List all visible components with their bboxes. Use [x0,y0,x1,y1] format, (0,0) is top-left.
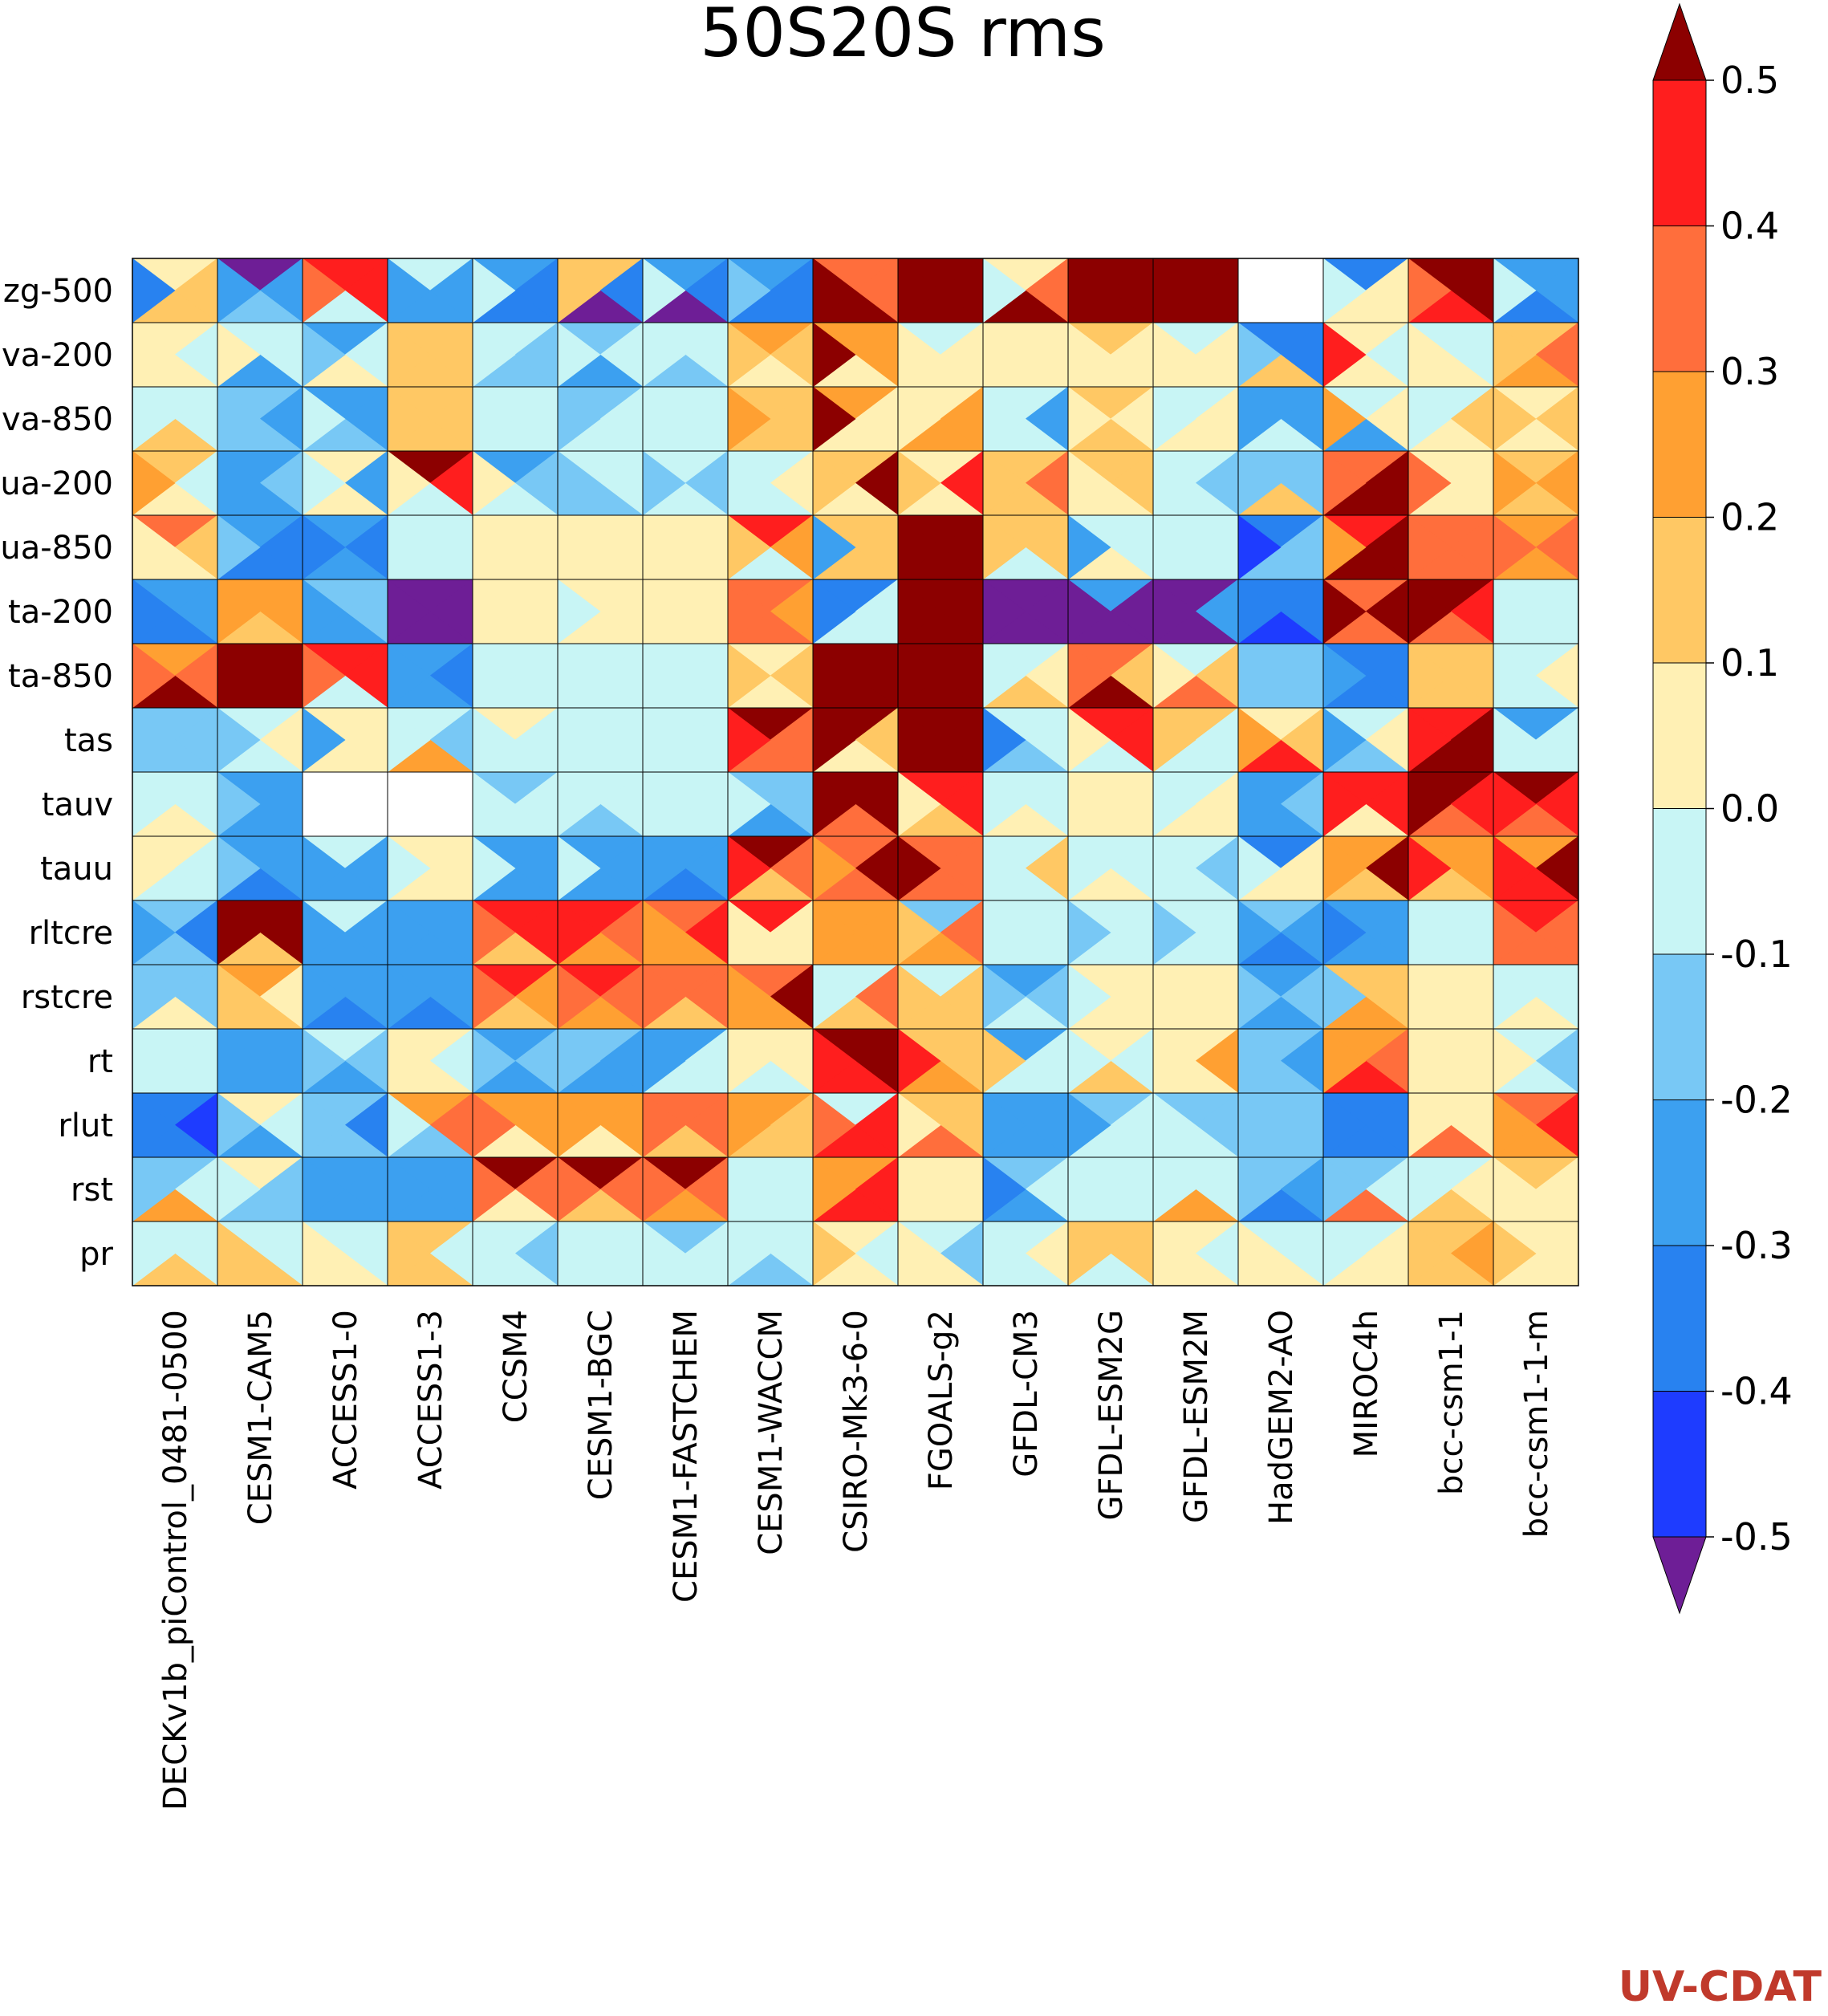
colorbar-tick-label: -0.2 [1720,1079,1793,1122]
column-label-CESM1-WACCM: CESM1-WACCM [753,1310,790,1555]
colorbar-band [1652,1391,1707,1538]
row-label-rt: rt [87,1043,113,1080]
column-label-ACCESS1-0: ACCESS1-0 [327,1310,364,1490]
colorbar-tick-label: -0.4 [1720,1370,1793,1413]
column-label-CESM1-FASTCHEM: CESM1-FASTCHEM [668,1310,705,1603]
colorbar-tick-label: 0.5 [1720,59,1779,102]
chart-title: 50S20S rms [700,0,1106,72]
row-label-pr: pr [79,1236,113,1273]
grid-frame [132,258,1579,1286]
colorbar-tick-label: 0.0 [1720,787,1779,831]
row-label-ta-200: ta-200 [8,594,113,631]
row-label-ua-850: ua-850 [0,530,113,567]
colorbar-band [1652,371,1707,518]
colorbar-band [1652,1099,1707,1246]
row-label-rltcre: rltcre [29,915,113,952]
column-label-GFDL-ESM2G: GFDL-ESM2G [1093,1310,1130,1520]
colorbar-under-arrow [1652,1536,1707,1615]
row-label-tauu: tauu [40,851,113,888]
row-label-tas: tas [64,722,113,759]
colorbar-tick-label: 0.4 [1720,205,1779,248]
column-label-GFDL-ESM2M: GFDL-ESM2M [1178,1310,1215,1523]
column-label-FGOALS-g2: FGOALS-g2 [923,1310,960,1490]
row-label-va-200: va-200 [2,337,113,374]
colorbar-band [1652,808,1707,955]
row-label-rstcre: rstcre [21,979,113,1016]
logo-text: UV-CDAT [1618,1963,1822,2011]
column-label-CESM1-CAM5: CESM1-CAM5 [242,1310,279,1525]
row-label-ua-200: ua-200 [0,465,113,502]
row-label-zg-500: zg-500 [3,273,113,310]
heatmap-cells [132,258,1579,1286]
colorbar-band [1652,1245,1707,1392]
row-label-rlut: rlut [58,1108,113,1144]
column-label-GFDL-CM3: GFDL-CM3 [1008,1310,1045,1477]
colorbar-band [1652,79,1707,226]
column-label-CSIRO-Mk3-6-0: CSIRO-Mk3-6-0 [838,1310,875,1553]
colorbar-tick-label: -0.5 [1720,1515,1793,1559]
row-label-ta-850: ta-850 [8,658,113,695]
column-label-bcc-csm1-1: bcc-csm1-1 [1433,1310,1470,1495]
colorbar-tick-label: 0.2 [1720,496,1779,539]
uvcdat-logo: UV-CDAT [1619,1963,1822,2011]
column-label-DECKv1b_piControl_0481-0500: DECKv1b_piControl_0481-0500 [157,1310,194,1811]
colorbar-band [1652,662,1707,809]
column-label-CCSM4: CCSM4 [498,1310,534,1423]
colorbar-band [1652,517,1707,664]
colorbar-band [1652,226,1707,372]
row-label-tauv: tauv [42,786,113,823]
colorbar-tick-label: 0.1 [1720,641,1779,685]
colorbar-tick-label: 0.3 [1720,350,1779,393]
column-labels: DECKv1b_piControl_0481-0500 CESM1-CAM5 ACC… [157,1310,1555,1811]
column-label-bcc-csm1-1-m: bcc-csm1-1-m [1518,1310,1555,1538]
colorbar-tick-label: -0.3 [1720,1224,1793,1267]
column-label-HadGEM2-AO: HadGEM2-AO [1263,1310,1300,1525]
column-label-ACCESS1-3: ACCESS1-3 [412,1310,449,1490]
row-labels: zg-500 va-200 va-850 ua-200 ua-850 ta-200 ta-8… [0,273,113,1273]
colorbar-over-arrow [1652,2,1707,81]
colorbar-band [1652,953,1707,1100]
colorbar-tick-label: -0.1 [1720,933,1793,976]
column-label-CESM1-BGC: CESM1-BGC [583,1310,619,1500]
row-label-va-850: va-850 [2,401,113,438]
column-label-MIROC4h: MIROC4h [1348,1310,1385,1457]
row-label-rst: rst [71,1172,113,1209]
colorbar: -0.5 -0.4 -0.3 -0.2 -0.1 0.0 0.1 0.2 0.3 0.4 0.5 [1652,2,1793,1615]
